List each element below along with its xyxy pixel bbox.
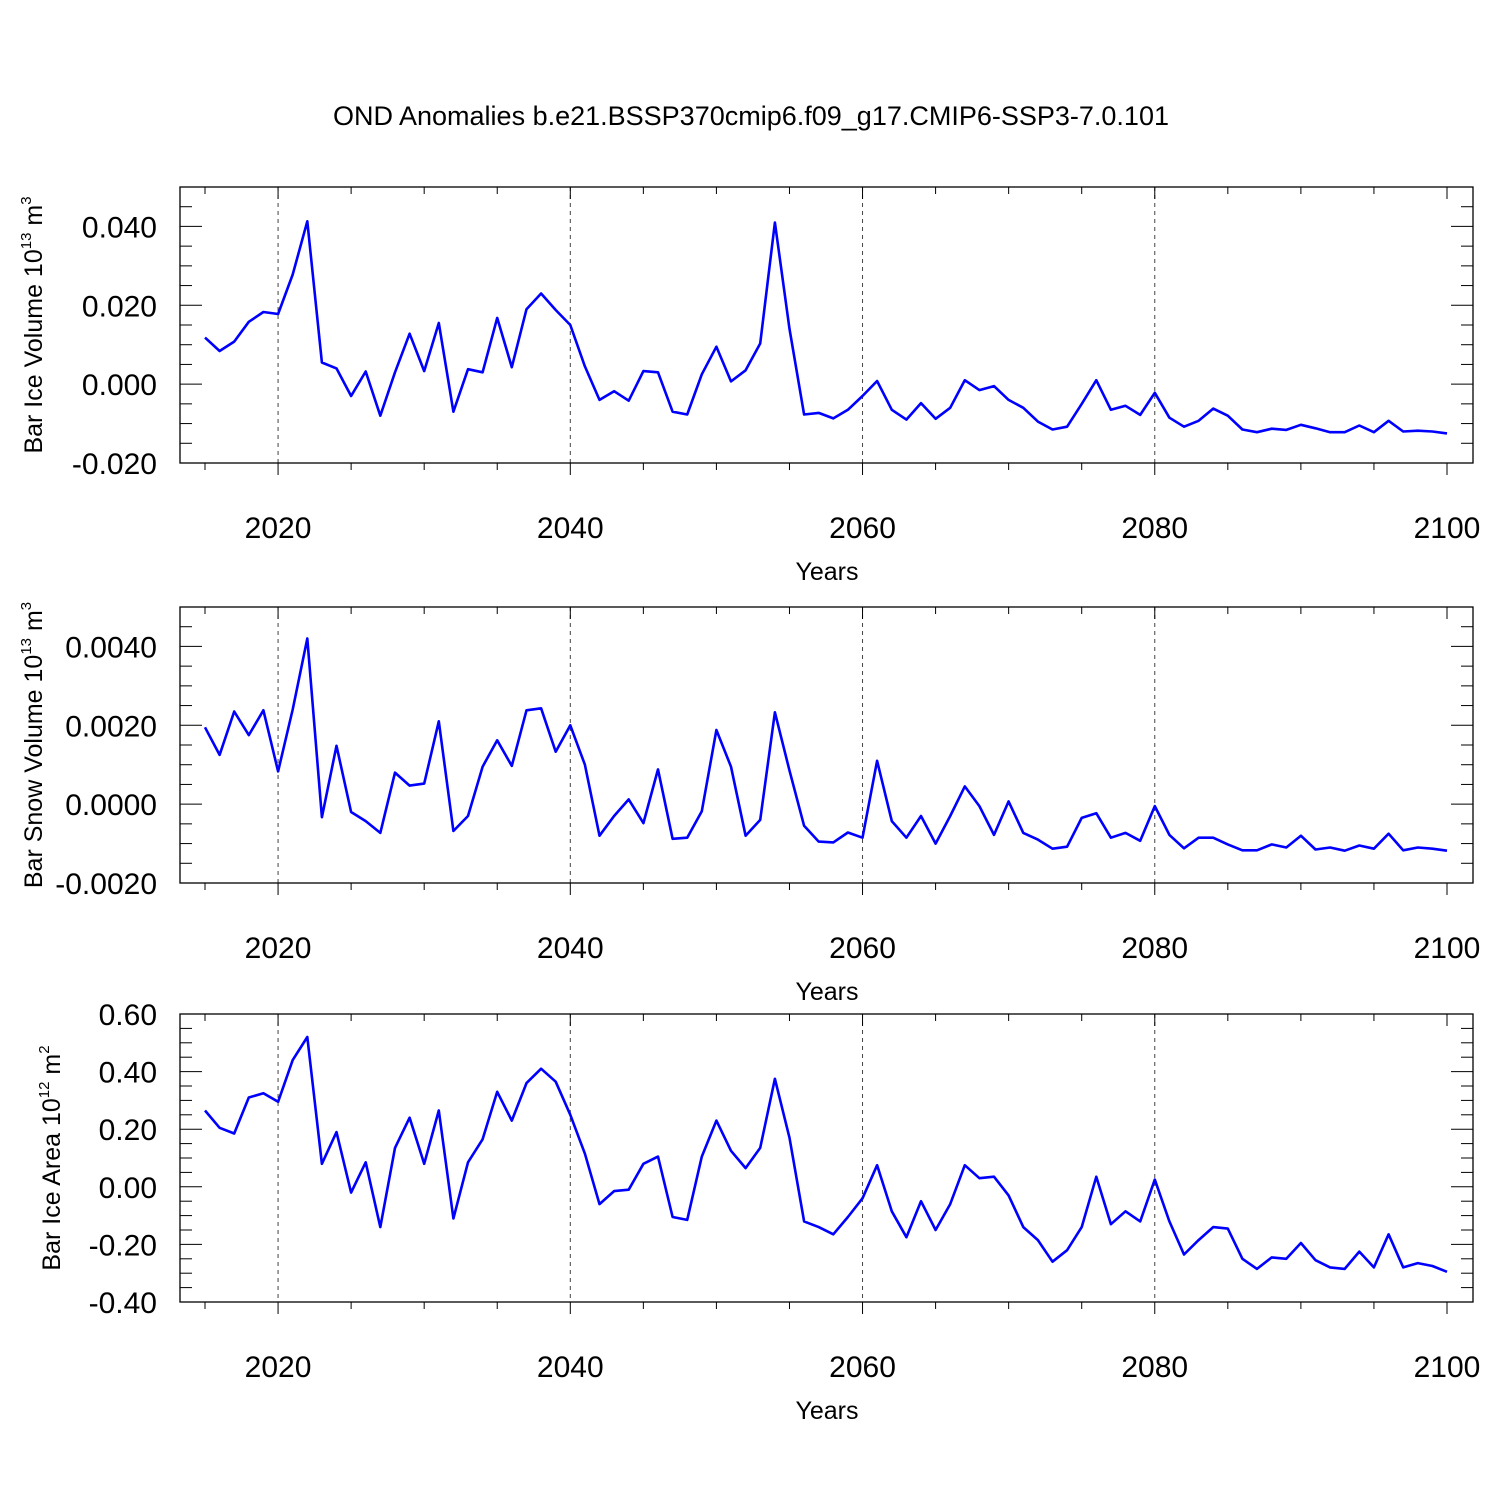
panel-1: 2020 2040 2060 2080 2100 Years 0.040 0.020 0.000… <box>18 186 1481 586</box>
panels-group: 2020 2040 2060 2080 2100Years0.0400.0200.000… <box>18 186 1481 1425</box>
x-tick-label: 2100 <box>1414 512 1481 545</box>
x-tick-label: 2100 <box>1414 932 1481 965</box>
x-tick-label: 2040 <box>537 512 604 545</box>
y-axis-label: Bar Ice Area 1012 m2 <box>36 1045 66 1270</box>
x-tick-label: 2040 <box>537 1351 604 1384</box>
y-tick-label: 0.0020 <box>65 710 157 743</box>
series-line <box>203 637 1448 853</box>
y-axis-label: Bar Snow Volume 1013 m3 <box>18 602 48 888</box>
x-tick-label: 2060 <box>829 512 896 545</box>
y-tick-label: 0.040 <box>82 211 157 244</box>
y-tick-label: 0.000 <box>82 369 157 402</box>
series-line <box>204 220 1448 435</box>
x-tick-label: 2080 <box>1121 932 1188 965</box>
x-axis-label: Years <box>795 978 858 1006</box>
y-tick-label: -0.20 <box>89 1229 157 1262</box>
y-axis-label: Bar Ice Volume 1013 m3 <box>18 196 48 453</box>
y-tick-label: 0.40 <box>99 1057 157 1090</box>
x-tick-label: 2020 <box>245 512 312 545</box>
y-tick-label: 0.0000 <box>65 789 157 822</box>
x-tick-label: 2020 <box>245 932 312 965</box>
y-tick-label: 0.00 <box>99 1172 157 1205</box>
x-axis-label: Years <box>795 558 858 586</box>
y-tick-label: 0.20 <box>99 1114 157 1147</box>
panel-3: 2020 2040 2060 2080 2100 Years 0.60 0.40 0.20 0.0… <box>36 999 1480 1425</box>
plot-frame <box>179 186 1474 464</box>
y-tick-label: 0.60 <box>99 999 157 1032</box>
x-tick-label: 2080 <box>1121 1351 1188 1384</box>
chart-title: OND Anomalies b.e21.BSSP370cmip6.f09_g17… <box>333 101 1169 131</box>
x-tick-label: 2100 <box>1414 1351 1481 1384</box>
x-axis-label: Years <box>795 1397 858 1425</box>
y-tick-label: -0.0020 <box>55 868 157 901</box>
series-line <box>204 1035 1448 1274</box>
x-tick-label: 2020 <box>245 1351 312 1384</box>
y-tick-label: 0.020 <box>82 290 157 323</box>
panel-2: 2020 2040 2060 2080 2100 Years 0.0040 0.0020 0.0… <box>18 602 1480 1006</box>
y-tick-label: -0.020 <box>72 448 157 481</box>
y-tick-label: 0.0040 <box>65 631 157 664</box>
x-tick-label: 2080 <box>1121 512 1188 545</box>
x-tick-label: 2060 <box>829 1351 896 1384</box>
y-tick-label: -0.40 <box>89 1287 157 1320</box>
x-tick-label: 2040 <box>537 932 604 965</box>
x-tick-label: 2060 <box>829 932 896 965</box>
